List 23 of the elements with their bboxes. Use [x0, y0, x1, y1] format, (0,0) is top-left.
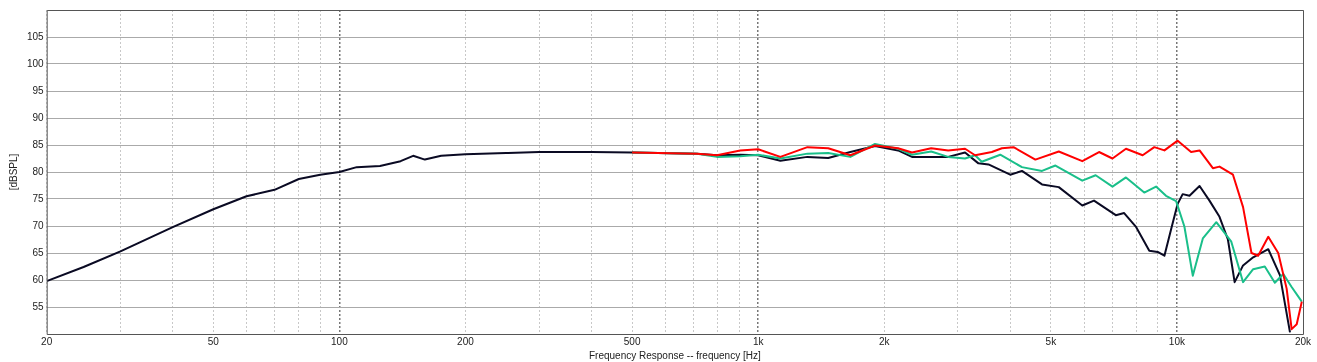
- x-tick-label: 200: [457, 335, 475, 347]
- x-axis-title: Frequency Response -- frequency [Hz]: [588, 349, 761, 361]
- y-tick-label: 80: [32, 165, 45, 177]
- y-tick-label: 70: [32, 219, 45, 231]
- y-tick-label: 60: [32, 273, 45, 285]
- y-tick-label: 85: [32, 138, 45, 150]
- x-tick-label: 20k: [1294, 335, 1313, 347]
- y-axis-title: [dBSPL]: [7, 153, 19, 191]
- x-tick-label: 1k: [752, 335, 765, 347]
- x-tick-label: 2k: [878, 335, 891, 347]
- y-tick-label: 95: [32, 84, 45, 96]
- x-tick-label: 500: [623, 335, 641, 347]
- x-tick-label: 100: [331, 335, 349, 347]
- x-tick-label: 10k: [1168, 335, 1186, 347]
- y-tick-label: 65: [32, 246, 45, 258]
- y-tick-label: 105: [27, 30, 45, 42]
- x-tick-label: 5k: [1045, 335, 1058, 347]
- y-tick-label: 90: [32, 111, 45, 123]
- y-tick-label: 100: [27, 57, 45, 69]
- x-tick-label: 50: [207, 335, 220, 347]
- x-tick-label: 20: [41, 335, 53, 347]
- y-tick-label: 55: [32, 300, 45, 312]
- y-tick-label: 75: [32, 192, 45, 204]
